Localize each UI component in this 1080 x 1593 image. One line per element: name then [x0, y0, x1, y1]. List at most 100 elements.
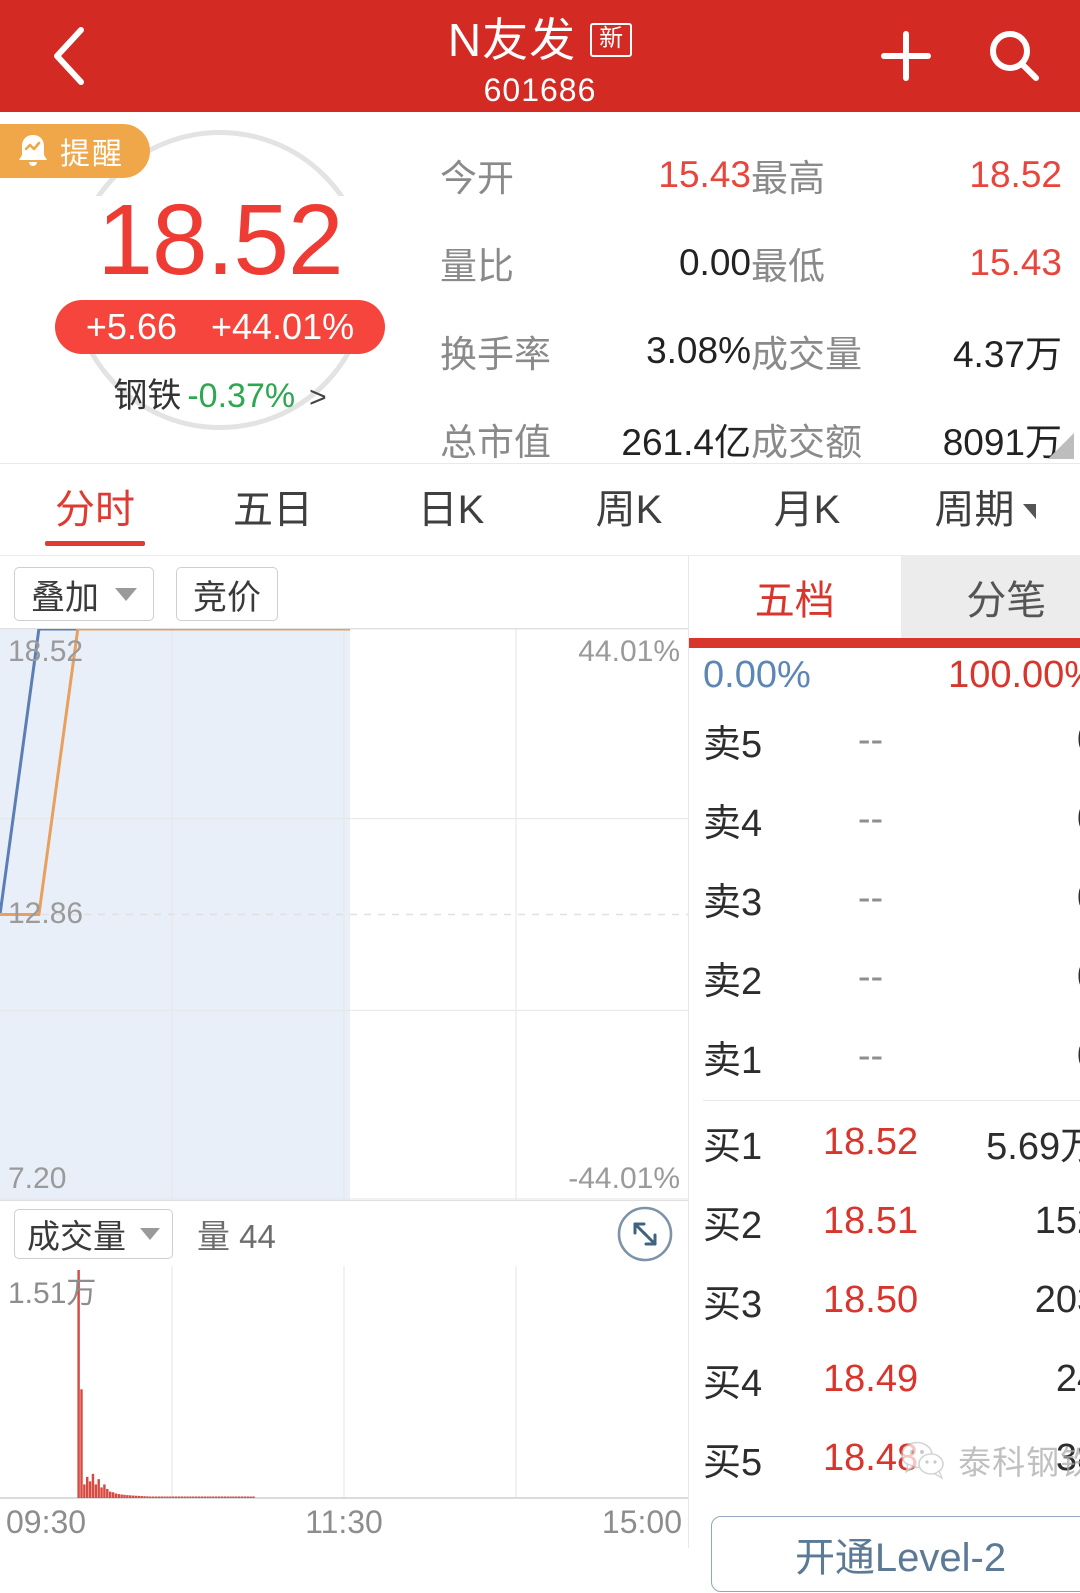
order-book-tab-1[interactable]: 分笔 [900, 556, 1080, 638]
sector-link[interactable]: 钢铁 -0.37% > [0, 368, 440, 417]
search-button[interactable] [982, 24, 1046, 88]
price-axis-top: 18.52 [8, 635, 84, 668]
chevron-down-icon [140, 1227, 160, 1240]
order-book-row[interactable]: 卖2 -- 0 [703, 938, 1080, 1017]
order-quantity: 152 [1034, 1200, 1080, 1242]
expand-stats-icon[interactable] [1048, 433, 1074, 459]
order-book-row[interactable]: 买3 18.50 203 [703, 1261, 1080, 1340]
order-level-label: 买2 [703, 1205, 763, 1247]
expand-arrows-icon [617, 1206, 673, 1261]
order-price: 18.52 [823, 1121, 919, 1163]
order-level-label: 买4 [703, 1363, 763, 1405]
order-book-row[interactable]: 买2 18.51 152 [703, 1182, 1080, 1261]
buy-ratio-label: 100.00% [948, 654, 1080, 696]
new-stock-badge: 新 [590, 23, 633, 57]
time-label-open: 09:30 [6, 1503, 87, 1540]
stat-value: 8091万 [942, 422, 1062, 463]
volume-chart-svg [0, 1266, 688, 1546]
stat-key: 总市值 [440, 422, 551, 463]
stat-cell: 成交额 8091万 [751, 398, 1062, 480]
stat-value: 15.43 [969, 242, 1062, 283]
buy-sell-ratio-bar [689, 638, 1080, 648]
page-title: N友发 [447, 14, 577, 66]
change-percent: +44.01% [210, 306, 355, 347]
chart-tab-label: 分时 [55, 487, 135, 532]
overlay-label: 叠加 [31, 578, 99, 617]
last-price: 18.52 [97, 184, 343, 296]
stat-key: 换手率 [440, 334, 551, 375]
level2-label: 开通Level-2 [794, 1536, 1007, 1580]
open-level2-button[interactable]: 开通Level-2 [711, 1516, 1080, 1592]
buy-ratio-bar [689, 638, 1080, 648]
plus-icon [881, 31, 931, 81]
order-level-label: 卖1 [703, 1040, 763, 1082]
order-quantity: 0 [918, 956, 1080, 999]
order-quantity: 0 [918, 1035, 1080, 1078]
order-book-row[interactable]: 卖3 -- 0 [703, 859, 1080, 938]
order-book-tab-0[interactable]: 五档 [689, 556, 901, 638]
chart-controls: 叠加 竞价 [0, 556, 688, 628]
order-price: 18.50 [823, 1279, 919, 1321]
chart-tab-1[interactable]: 五日 [184, 464, 362, 556]
volume-value: 量 44 [197, 1217, 276, 1255]
app-header: N友发 新 601686 [0, 0, 1080, 112]
order-price: 18.51 [823, 1200, 919, 1242]
back-button[interactable] [34, 21, 104, 91]
chart-tab-5[interactable]: 周期 [896, 464, 1074, 556]
overlay-dropdown[interactable]: 叠加 [14, 567, 154, 621]
ratio-labels: 0.00% 100.00% [689, 648, 1080, 701]
time-label-close: 15:00 [601, 1503, 682, 1540]
chart-tab-4[interactable]: 月K [718, 464, 896, 556]
order-book-row[interactable]: 买5 18.48 38 [703, 1419, 1080, 1498]
order-level-label: 卖3 [703, 882, 763, 924]
stat-value: 4.37万 [952, 334, 1062, 375]
order-book-row[interactable]: 买1 18.52 5.69万 [703, 1103, 1080, 1182]
order-book-row[interactable]: 卖4 -- 0 [703, 780, 1080, 859]
stat-cell: 量比 0.00 [440, 222, 751, 304]
order-quantity: 203 [1034, 1279, 1080, 1321]
alert-label: 提醒 [60, 138, 124, 171]
stat-cell: 总市值 261.4亿 [440, 398, 751, 480]
chevron-down-icon [1022, 504, 1036, 520]
auction-label: 竞价 [193, 578, 261, 617]
stat-cell: 最高 18.52 [751, 134, 1062, 216]
order-book-row[interactable]: 卖5 -- 0 [703, 701, 1080, 780]
order-price: -- [857, 798, 884, 840]
order-price: 18.49 [823, 1358, 919, 1400]
order-quantity: 0 [918, 798, 1080, 841]
order-book-divider [703, 1100, 1080, 1101]
pct-axis-top: 44.01% [578, 635, 680, 668]
stat-key: 最低 [751, 246, 825, 287]
price-alert-button[interactable]: 提醒 [0, 124, 150, 178]
order-price: 18.48 [823, 1437, 919, 1479]
auction-button[interactable]: 竞价 [176, 567, 278, 621]
sector-name: 钢铁 [113, 377, 182, 415]
volume-indicator-dropdown[interactable]: 成交量 [14, 1208, 173, 1259]
sell-ratio-label: 0.00% [703, 654, 811, 696]
price-block: 提醒 18.52 +5.66 +44.01% 钢铁 -0.37% > [0, 112, 440, 463]
order-quantity: 0 [918, 719, 1080, 762]
chart-tab-0[interactable]: 分时 [6, 464, 184, 556]
volume-chart[interactable]: 1.51万 09:30 11:30 15:00 [0, 1266, 688, 1546]
intraday-price-chart[interactable]: 18.52 12.86 7.20 44.01% -44.01% [0, 628, 688, 1200]
stat-value: 261.4亿 [621, 422, 751, 463]
add-watchlist-button[interactable] [874, 24, 938, 88]
price-chart-svg [0, 629, 688, 1200]
order-book-row[interactable]: 买4 18.49 24 [703, 1340, 1080, 1419]
volume-label: 成交量 [27, 1217, 126, 1255]
price-axis-mid: 12.86 [8, 897, 84, 930]
order-book-row[interactable]: 卖1 -- 0 [703, 1017, 1080, 1096]
volume-max-label: 1.51万 [8, 1277, 97, 1310]
chart-tab-label: 五日 [233, 487, 313, 532]
pct-axis-bottom: -44.01% [568, 1162, 680, 1195]
chart-tab-2[interactable]: 日K [362, 464, 540, 556]
fullscreen-chart-button[interactable] [616, 1205, 674, 1263]
chevron-down-icon [115, 587, 137, 601]
search-icon [990, 31, 1039, 81]
stats-panel[interactable]: 今开 15.43 最高 18.52 量比 0.00 最低 15.43 换手率 3.08% 成交量 4.… [440, 112, 1080, 463]
order-quantity: 38 [1055, 1437, 1080, 1479]
quote-panel: 提醒 18.52 +5.66 +44.01% 钢铁 -0.37% > 今开 15.43… [0, 112, 1080, 464]
stat-key: 成交额 [751, 422, 862, 463]
volume-controls: 成交量 量 44 [0, 1200, 688, 1266]
chart-tab-3[interactable]: 周K [540, 464, 718, 556]
